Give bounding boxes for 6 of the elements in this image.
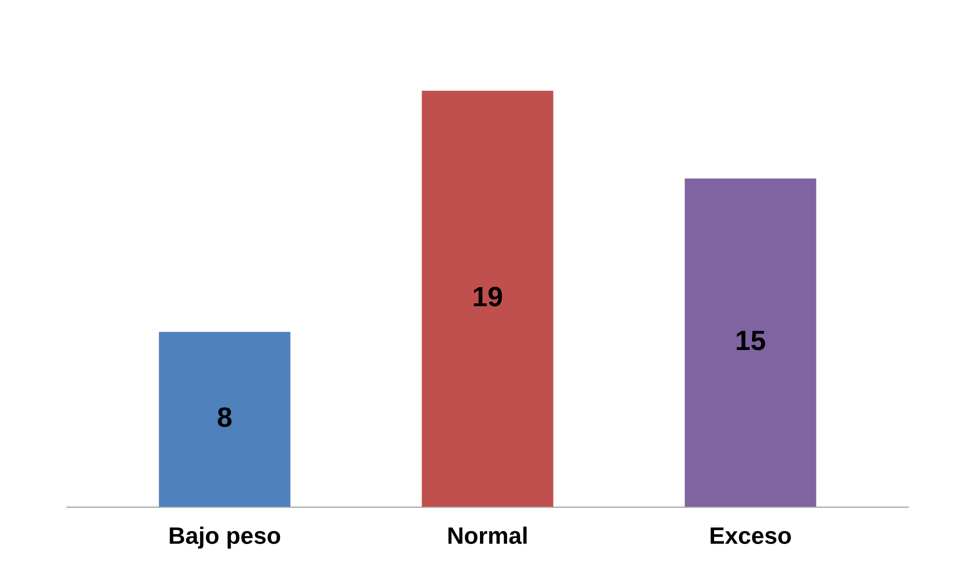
x-tick-label: Bajo peso (170, 526, 280, 549)
data-label: 15 (736, 330, 766, 350)
x-tick-label: Normal (448, 526, 527, 544)
data-label: 19 (474, 286, 502, 306)
x-tick-label: Exceso (710, 528, 791, 544)
data-label: 8 (218, 407, 232, 427)
